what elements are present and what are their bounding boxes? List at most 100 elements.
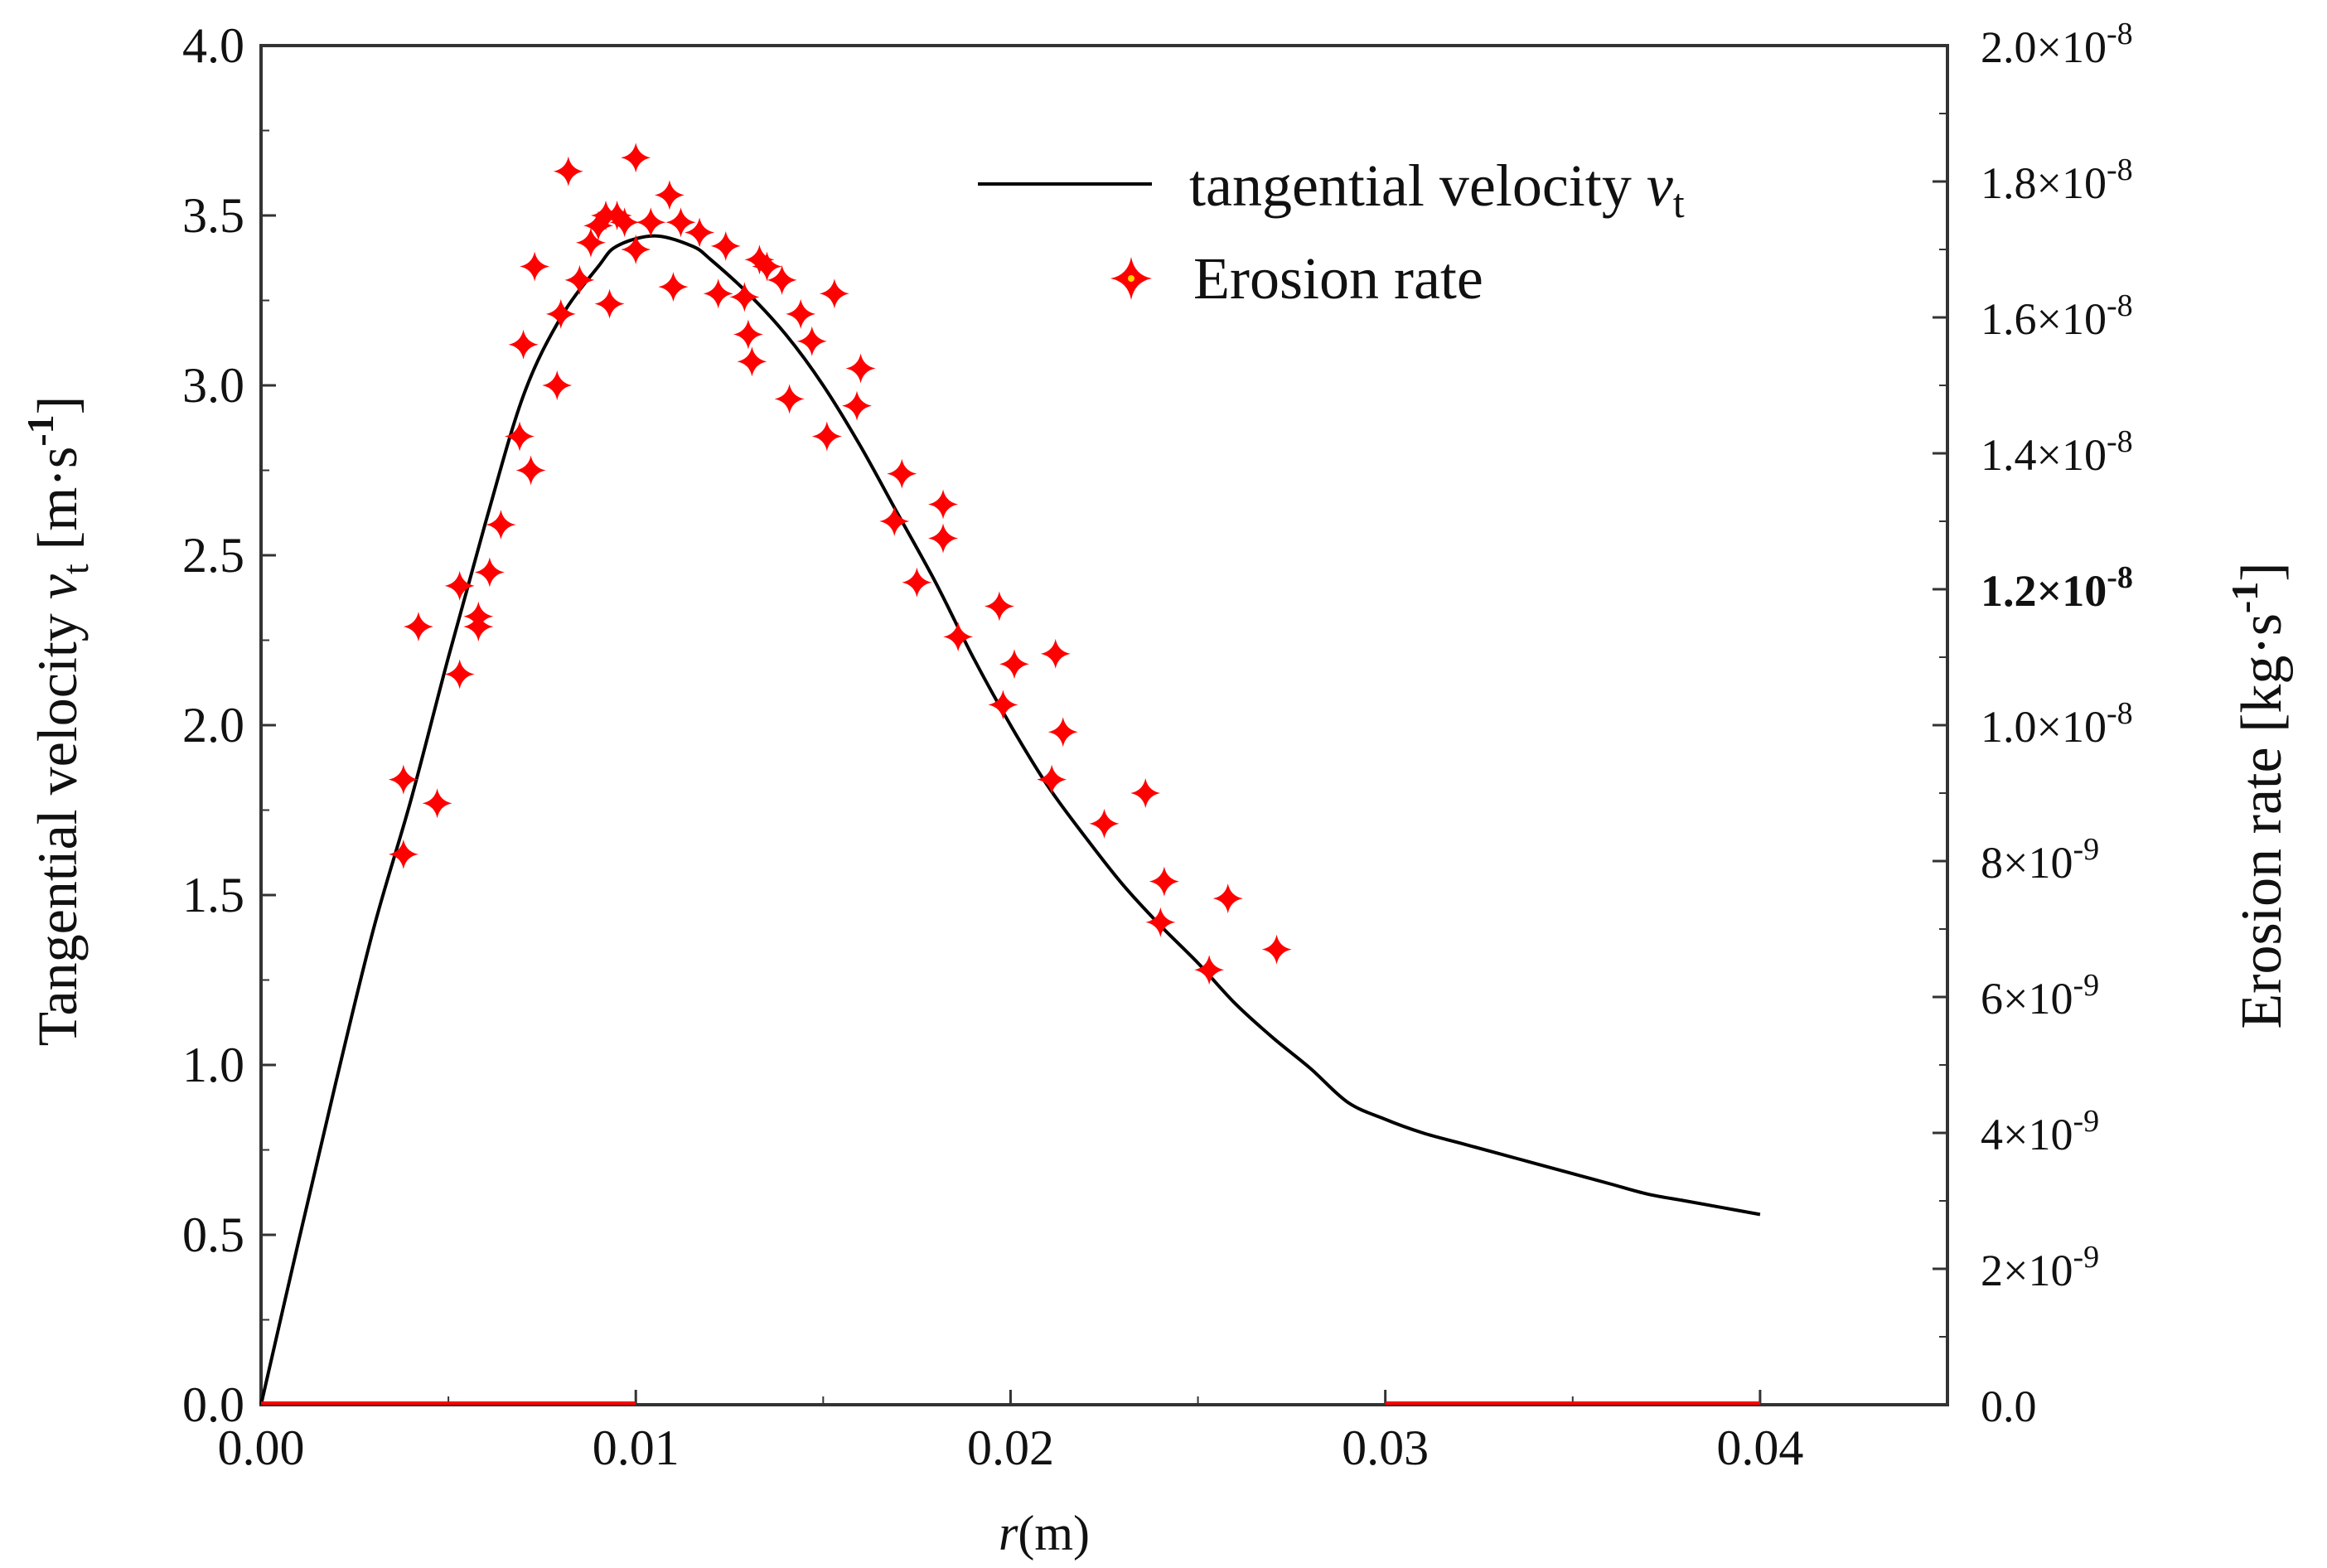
erosion-rate-point: [594, 288, 625, 319]
legend-line-label-var: v: [1647, 152, 1673, 219]
erosion-rate-point: [1261, 934, 1292, 965]
erosion-rate-point: [842, 390, 873, 421]
y-left-tick-label: 1.0: [182, 1038, 244, 1092]
erosion-rate-point: [733, 319, 763, 350]
x-tick-label: 0.00: [218, 1420, 305, 1475]
x-axis: 0.00 0.01 0.02 0.03 0.04: [218, 1390, 1803, 1475]
legend: tangential velocity vt Erosion rate: [978, 152, 1685, 312]
y-right-tick-label: 1.8×10-8: [1981, 152, 2133, 208]
legend-line-label-text: tangential velocity: [1189, 152, 1647, 219]
x-tick-label: 0.01: [593, 1420, 680, 1475]
y-axis-right: 0.0 2×10-9 4×10-9 6×10-9 8×10-9 1.0×10-8 1.2×1…: [1933, 17, 2133, 1431]
erosion-rate-point: [621, 143, 651, 173]
erosion-rate-point: [474, 557, 505, 588]
y-right-tick-label: 1.4×10-8: [1981, 424, 2133, 480]
erosion-rate-point: [422, 788, 452, 819]
erosion-rate-point: [388, 839, 418, 869]
erosion-rate-point: [520, 251, 550, 282]
series-layer: [259, 234, 1761, 1406]
erosion-rate-point: [602, 201, 632, 230]
erosion-rate-point: [665, 207, 696, 238]
erosion-rate-point: [786, 298, 816, 329]
erosion-rate-point: [621, 235, 651, 264]
erosion-rate-point: [1149, 866, 1179, 897]
erosion-rate-point: [1212, 883, 1243, 914]
y-left-title-exp: -1: [19, 414, 61, 446]
y-right-tick-label: 1.6×10-8: [1981, 288, 2133, 344]
y-right-title-prefix: Erosion rate [kg·s: [2230, 613, 2294, 1029]
erosion-rate-point: [553, 156, 583, 186]
erosion-rate-point: [658, 272, 689, 302]
x-axis-title: r(m): [999, 1506, 1090, 1561]
erosion-rate-point: [887, 458, 917, 489]
erosion-rate-point: [737, 346, 767, 377]
legend-line-label: tangential velocity vt: [1189, 152, 1685, 226]
y-left-tick-label: 3.0: [182, 358, 244, 413]
legend-marker-label: Erosion rate: [1193, 245, 1483, 312]
erosion-rate-point: [515, 455, 546, 486]
tangential-velocity-line: [259, 234, 1761, 1406]
y-left-tick-label: 4.0: [182, 18, 244, 73]
y-right-tick-label: 8×10-9: [1981, 832, 2099, 888]
y-left-tick-label: 2.5: [182, 528, 244, 583]
erosion-rate-point: [879, 506, 910, 536]
erosion-rate-point: [1037, 764, 1067, 795]
erosion-rate-point: [984, 591, 1014, 622]
legend-marker-center: [1128, 275, 1134, 282]
erosion-rate-point: [767, 264, 797, 295]
erosion-rate-point: [928, 523, 959, 554]
y-right-tick-label: 2.0×10-8: [1981, 17, 2133, 72]
y-left-title-var: v: [26, 573, 89, 599]
y-left-tick-label: 0.5: [182, 1207, 244, 1262]
y-right-tick-label: 2×10-9: [1981, 1240, 2099, 1295]
erosion-rate-point: [796, 326, 827, 356]
x-tick-label: 0.02: [967, 1420, 1054, 1475]
erosion-rate-point: [999, 649, 1029, 680]
erosion-rate-point: [444, 570, 475, 601]
erosion-rate-point: [545, 298, 576, 329]
y-right-tick-label: 1.2×10-8: [1981, 560, 2133, 616]
erosion-rate-point: [774, 384, 805, 414]
y-right-title-exp: -1: [2223, 582, 2266, 613]
x-tick-label: 0.04: [1716, 1420, 1803, 1475]
erosion-rate-point: [943, 622, 974, 652]
erosion-rate-point: [1047, 717, 1078, 748]
y-left-tick-label: 1.5: [182, 868, 244, 922]
erosion-rate-point: [1145, 907, 1176, 937]
erosion-rate-point: [486, 510, 516, 540]
erosion-rate-point: [575, 227, 606, 258]
x-axis-title-var: r: [999, 1506, 1018, 1561]
erosion-rate-point: [388, 764, 418, 795]
y-left-tick-label: 0.0: [182, 1377, 244, 1432]
erosion-rate-point: [508, 329, 539, 360]
erosion-rate-point: [1130, 778, 1161, 808]
y-right-axis-title: Erosion rate [kg·s-1]: [2223, 562, 2294, 1028]
y-axis-left: 0.0 0.5 1.0 1.5 2.0 2.5 3.0 3.5 4.0: [182, 18, 276, 1432]
erosion-rate-point: [752, 251, 782, 282]
y-left-axis-title: Tangential velocity vt [m·s-1]: [19, 396, 96, 1047]
erosion-rate-point: [1089, 808, 1120, 839]
erosion-rate-point: [403, 612, 433, 642]
y-right-tick-label: 6×10-9: [1981, 968, 2099, 1024]
erosion-rate-point: [703, 278, 733, 309]
y-right-tick-label: 4×10-9: [1981, 1104, 2099, 1159]
legend-line-label-sub: t: [1673, 180, 1685, 226]
y-right-tick-label: 1.0×10-8: [1981, 696, 2133, 752]
x-axis-title-unit: (m): [1018, 1506, 1090, 1561]
y-right-title-close: ]: [2230, 562, 2294, 581]
erosion-rate-point: [583, 211, 613, 241]
erosion-rate-point: [710, 230, 741, 261]
erosion-rate-point: [1040, 638, 1071, 669]
y-left-title-close: ]: [26, 396, 89, 415]
y-left-tick-label: 3.5: [182, 188, 244, 243]
erosion-rate-point: [819, 278, 849, 309]
x-tick-label: 0.03: [1342, 1420, 1429, 1475]
erosion-rate-point: [463, 601, 494, 632]
erosion-rate-point: [744, 244, 775, 275]
erosion-rate-point: [636, 207, 666, 238]
y-left-title-unit: [m·s: [26, 447, 89, 564]
erosion-rate-point: [654, 180, 685, 211]
erosion-rate-point: [1194, 955, 1225, 985]
erosion-rate-point: [729, 282, 760, 312]
